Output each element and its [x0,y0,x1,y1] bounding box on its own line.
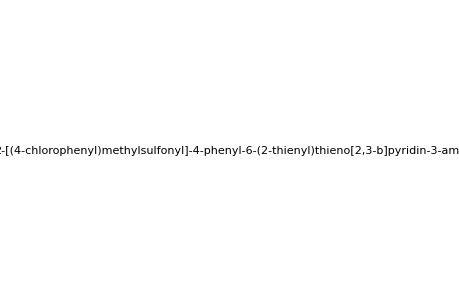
Text: 2-[(4-chlorophenyl)methylsulfonyl]-4-phenyl-6-(2-thienyl)thieno[2,3-b]pyridin-3-: 2-[(4-chlorophenyl)methylsulfonyl]-4-phe… [0,146,459,157]
